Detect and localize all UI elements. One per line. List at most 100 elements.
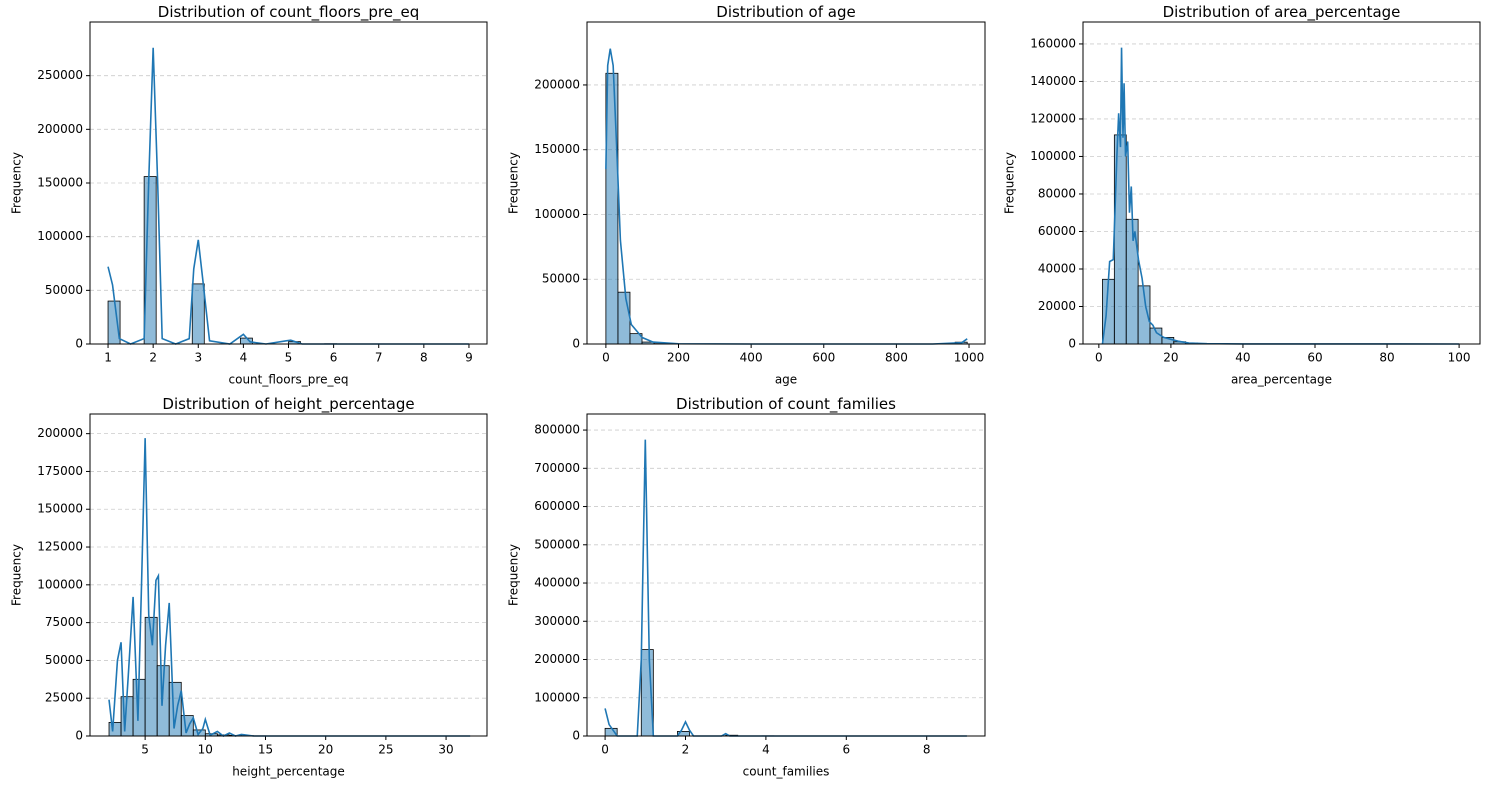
y-tick-label: 100000 [37, 577, 83, 591]
axes-frame [586, 21, 986, 345]
y-tick-label: 150000 [37, 502, 83, 516]
y-tick-label: 200000 [534, 652, 580, 666]
y-tick-label: 0 [75, 337, 83, 351]
histogram-bar [108, 721, 122, 737]
y-tick-label: 400000 [534, 576, 580, 590]
y-tick-label: 20000 [1038, 299, 1076, 313]
x-tick-label: 30 [438, 743, 453, 757]
kde-line [604, 439, 967, 737]
x-tick-label: 400 [740, 351, 763, 365]
x-tick-label: 200 [667, 351, 690, 365]
y-tick-label: 200000 [37, 426, 83, 440]
x-tick-label: 25 [378, 743, 393, 757]
y-tick-label: 75000 [45, 615, 83, 629]
y-tick-label: 175000 [37, 464, 83, 478]
y-tick-label: 100000 [534, 690, 580, 704]
x-tick-label: 2 [682, 743, 690, 757]
x-tick-label: 800 [885, 351, 908, 365]
x-tick-label: 0 [1095, 351, 1103, 365]
kde-line [108, 438, 471, 737]
x-tick-label: 4 [762, 743, 770, 757]
x-tick-label: 20 [318, 743, 333, 757]
y-tick-label: 140000 [1030, 74, 1076, 88]
y-axis-label: Frequency [507, 152, 521, 214]
y-tick-label: 150000 [37, 176, 83, 190]
kde-line [1101, 47, 1460, 345]
y-tick-label: 125000 [37, 540, 83, 554]
x-tick-label: 15 [258, 743, 273, 757]
y-tick-label: 100000 [37, 229, 83, 243]
y-tick-label: 200000 [534, 77, 580, 91]
y-tick-label: 0 [75, 729, 83, 743]
y-tick-label: 500000 [534, 537, 580, 551]
histogram-bar [180, 715, 194, 737]
y-tick-label: 600000 [534, 499, 580, 513]
y-tick-label: 200000 [37, 122, 83, 136]
histogram-bar [239, 337, 253, 345]
x-axis-label: count_families [743, 765, 830, 779]
y-tick-label: 50000 [542, 272, 580, 286]
y-tick-label: 0 [572, 337, 580, 351]
chart-title: Distribution of area_percentage [1163, 3, 1401, 22]
y-tick-label: 60000 [1038, 224, 1076, 238]
x-tick-label: 80 [1379, 351, 1394, 365]
chart-title: Distribution of count_families [676, 395, 896, 414]
x-tick-label: 0 [602, 351, 610, 365]
y-axis-label: Frequency [10, 544, 24, 606]
y-tick-label: 800000 [534, 423, 580, 437]
y-tick-label: 50000 [45, 653, 83, 667]
x-tick-label: 60 [1307, 351, 1322, 365]
x-tick-label: 20 [1163, 351, 1178, 365]
y-tick-label: 50000 [45, 283, 83, 297]
x-tick-label: 1000 [954, 351, 985, 365]
y-tick-label: 120000 [1030, 111, 1076, 125]
y-tick-label: 250000 [37, 68, 83, 82]
x-axis-label: count_floors_pre_eq [229, 373, 349, 387]
histogram-bar [107, 300, 121, 345]
y-axis-label: Frequency [507, 544, 521, 606]
kde-line [107, 47, 469, 345]
x-tick-label: 10 [198, 743, 213, 757]
x-tick-label: 5 [285, 351, 293, 365]
histogram-bar [191, 283, 205, 345]
y-tick-label: 40000 [1038, 261, 1076, 275]
x-tick-label: 6 [842, 743, 850, 757]
x-tick-label: 5 [141, 743, 149, 757]
x-axis-label: area_percentage [1231, 373, 1332, 387]
y-tick-label: 160000 [1030, 36, 1076, 50]
x-axis-label: height_percentage [232, 765, 345, 779]
y-tick-label: 0 [572, 729, 580, 743]
x-tick-label: 8 [923, 743, 931, 757]
y-tick-label: 100000 [1030, 149, 1076, 163]
x-tick-label: 8 [420, 351, 428, 365]
y-axis-label: Frequency [1003, 152, 1017, 214]
x-tick-label: 6 [330, 351, 338, 365]
x-tick-label: 3 [194, 351, 202, 365]
x-tick-label: 600 [812, 351, 835, 365]
y-tick-label: 700000 [534, 461, 580, 475]
x-tick-label: 40 [1235, 351, 1250, 365]
y-tick-label: 0 [1068, 337, 1076, 351]
x-tick-label: 100 [1448, 351, 1471, 365]
histogram-bar [617, 291, 631, 345]
x-tick-label: 7 [375, 351, 383, 365]
x-tick-label: 4 [240, 351, 248, 365]
axes-frame [89, 413, 488, 737]
axes-frame [89, 21, 488, 345]
x-tick-label: 0 [601, 743, 609, 757]
axes-frame [586, 413, 986, 737]
x-axis-label: age [775, 373, 797, 387]
y-tick-label: 300000 [534, 614, 580, 628]
chart-title: Distribution of count_floors_pre_eq [158, 3, 419, 22]
histogram-bar [605, 72, 619, 345]
y-axis-label: Frequency [10, 152, 24, 214]
chart-title: Distribution of height_percentage [162, 395, 414, 414]
chart-title: Distribution of age [716, 3, 855, 21]
y-tick-label: 100000 [534, 207, 580, 221]
kde-line [605, 48, 968, 345]
x-tick-label: 2 [149, 351, 157, 365]
histogram-bar [168, 681, 182, 737]
y-tick-label: 150000 [534, 142, 580, 156]
y-tick-label: 25000 [45, 691, 83, 705]
